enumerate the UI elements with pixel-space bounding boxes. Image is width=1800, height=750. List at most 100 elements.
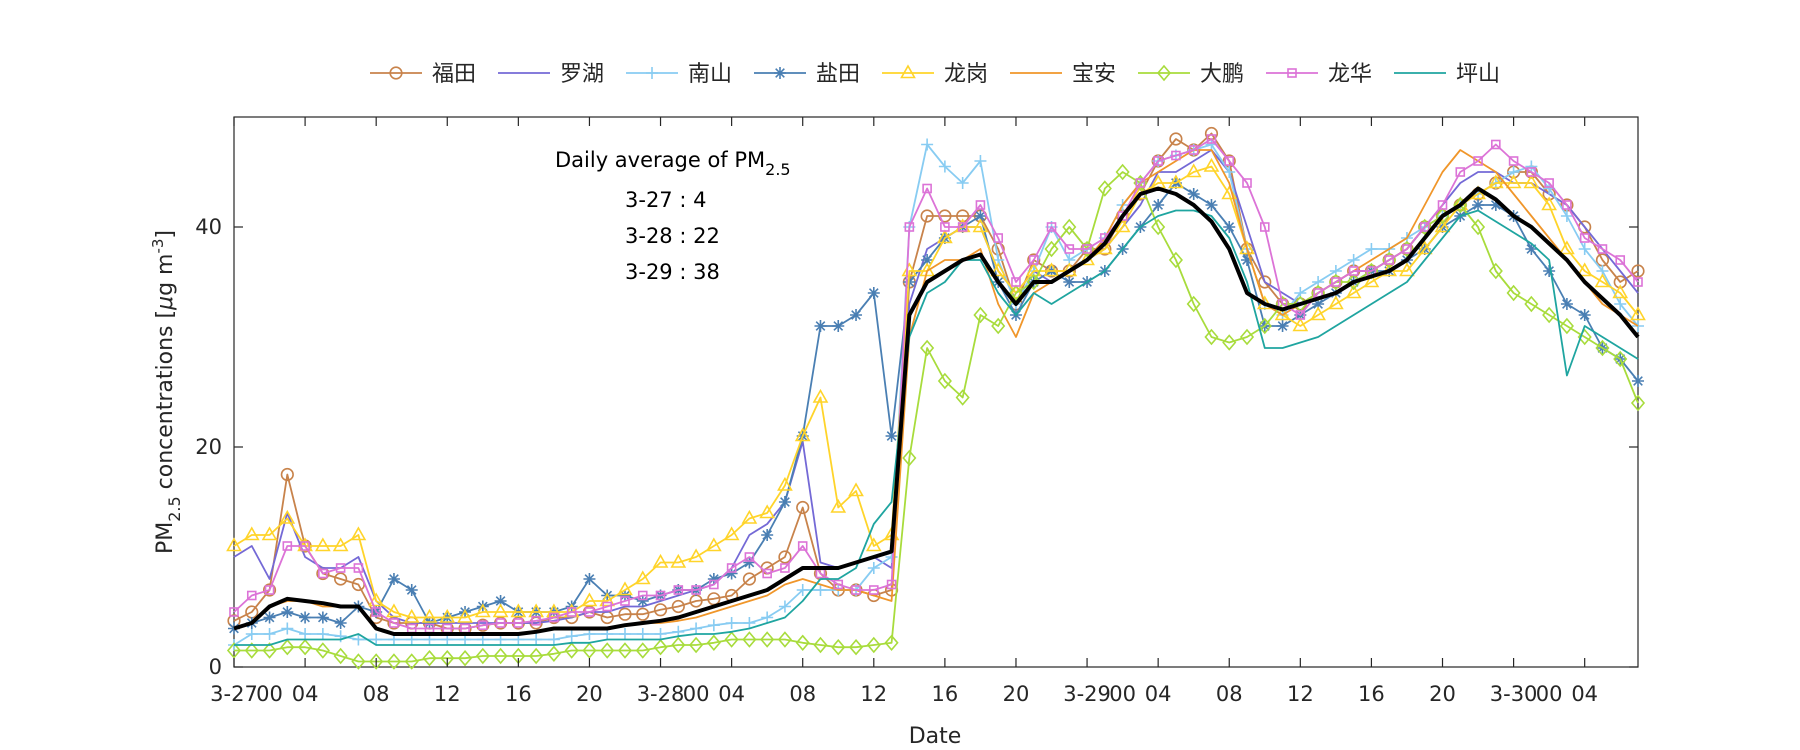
data-point <box>422 649 437 667</box>
data-point <box>635 642 650 659</box>
data-point <box>724 631 739 648</box>
data-point <box>226 537 242 552</box>
data-point <box>1188 145 1199 155</box>
data-point <box>1487 174 1504 189</box>
data-point <box>1011 277 1021 287</box>
x-tick-label: 08 <box>1216 682 1243 706</box>
data-point <box>1508 156 1519 166</box>
data-point <box>655 590 666 601</box>
y-tick-label: 20 <box>195 435 222 459</box>
data-point <box>812 388 829 403</box>
x-tick-label: 16 <box>1358 682 1385 706</box>
x-tick-label: 20 <box>1003 682 1030 706</box>
data-point <box>636 628 649 640</box>
data-point <box>279 509 296 524</box>
data-point <box>688 548 704 563</box>
data-point <box>920 339 935 357</box>
data-point <box>832 320 845 332</box>
data-point <box>439 608 456 623</box>
legend-item-南山: 南山 <box>626 62 732 87</box>
data-point <box>244 642 259 659</box>
data-point <box>1171 150 1181 161</box>
data-point <box>315 642 330 659</box>
data-point <box>299 611 312 624</box>
legend-label: 坪山 <box>1456 62 1500 87</box>
x-tick-midnight-label: 00 <box>256 682 283 706</box>
data-point <box>1043 262 1060 277</box>
data-point <box>617 642 633 659</box>
data-point <box>1559 240 1575 255</box>
data-point <box>1402 244 1412 254</box>
data-point <box>1185 163 1202 178</box>
data-point <box>1135 178 1146 188</box>
data-point <box>350 526 367 541</box>
axes-layer: 0 20 40 3-27 04 08 12 16 20 3-28 04 08 12 16 20 3-29 04 0… <box>195 117 1638 706</box>
y-tick-label: 40 <box>195 215 222 239</box>
x-tick-label: 3-30 <box>1490 682 1538 706</box>
data-point <box>1169 132 1183 146</box>
x-tick-label: 04 <box>1145 682 1172 706</box>
x-tick-label: 04 <box>1571 682 1598 706</box>
legend-item-盐田: 盐田 <box>754 62 860 87</box>
data-point <box>403 608 420 623</box>
data-point <box>334 617 347 629</box>
data-point <box>759 504 776 519</box>
legend-marker <box>1156 64 1172 82</box>
data-point <box>723 526 740 541</box>
plot-area: 0 20 40 3-27 04 08 12 16 20 3-28 04 08 12 16 20 3-29 04 0… <box>195 116 1646 706</box>
data-point <box>742 572 756 586</box>
data-point <box>620 596 630 606</box>
data-point <box>564 642 579 659</box>
data-point <box>226 642 242 659</box>
data-point <box>1259 222 1270 232</box>
data-point <box>1206 134 1217 144</box>
data-point <box>921 138 934 151</box>
data-point <box>478 620 488 631</box>
legend-item-龙岗: 龙岗 <box>882 62 988 87</box>
data-point <box>1525 243 1538 255</box>
chart-annotation: Daily average of PM2.5 3-27 : 4 3-28 : 2… <box>555 148 791 284</box>
legend-label: 龙岗 <box>944 62 988 87</box>
data-point <box>1579 233 1590 243</box>
data-point <box>653 603 668 617</box>
data-point <box>281 606 294 618</box>
data-point <box>1489 199 1502 211</box>
data-point <box>1524 295 1539 313</box>
data-point <box>1541 196 1558 211</box>
data-point <box>280 467 294 482</box>
data-point <box>993 233 1004 243</box>
data-point <box>1028 255 1039 265</box>
legend-marker <box>900 64 916 79</box>
data-point <box>599 592 616 607</box>
data-point <box>335 563 346 573</box>
data-point <box>1363 273 1380 288</box>
data-point <box>530 633 543 646</box>
data-point <box>510 603 527 618</box>
legend-label: 龙华 <box>1328 62 1372 87</box>
data-point <box>813 636 828 654</box>
data-point <box>778 550 792 564</box>
y-tick-label: 0 <box>209 655 222 679</box>
data-point <box>353 563 364 573</box>
data-point <box>777 476 793 491</box>
data-point <box>707 619 720 632</box>
data-point <box>975 200 986 210</box>
data-point <box>1187 188 1200 200</box>
data-point <box>332 537 349 552</box>
data-point <box>618 607 632 621</box>
data-point <box>1470 218 1486 236</box>
data-point <box>368 592 385 607</box>
data-point <box>1633 277 1643 287</box>
data-point <box>263 628 276 640</box>
data-point <box>457 649 473 667</box>
data-point <box>1560 298 1573 310</box>
data-point <box>866 636 881 654</box>
data-point <box>938 160 951 173</box>
data-point <box>937 372 952 390</box>
legend-item-罗湖: 罗湖 <box>498 62 604 87</box>
data-point <box>282 541 293 551</box>
data-point <box>1544 178 1554 188</box>
data-point <box>868 585 879 595</box>
x-tick-label: 20 <box>1429 682 1456 706</box>
